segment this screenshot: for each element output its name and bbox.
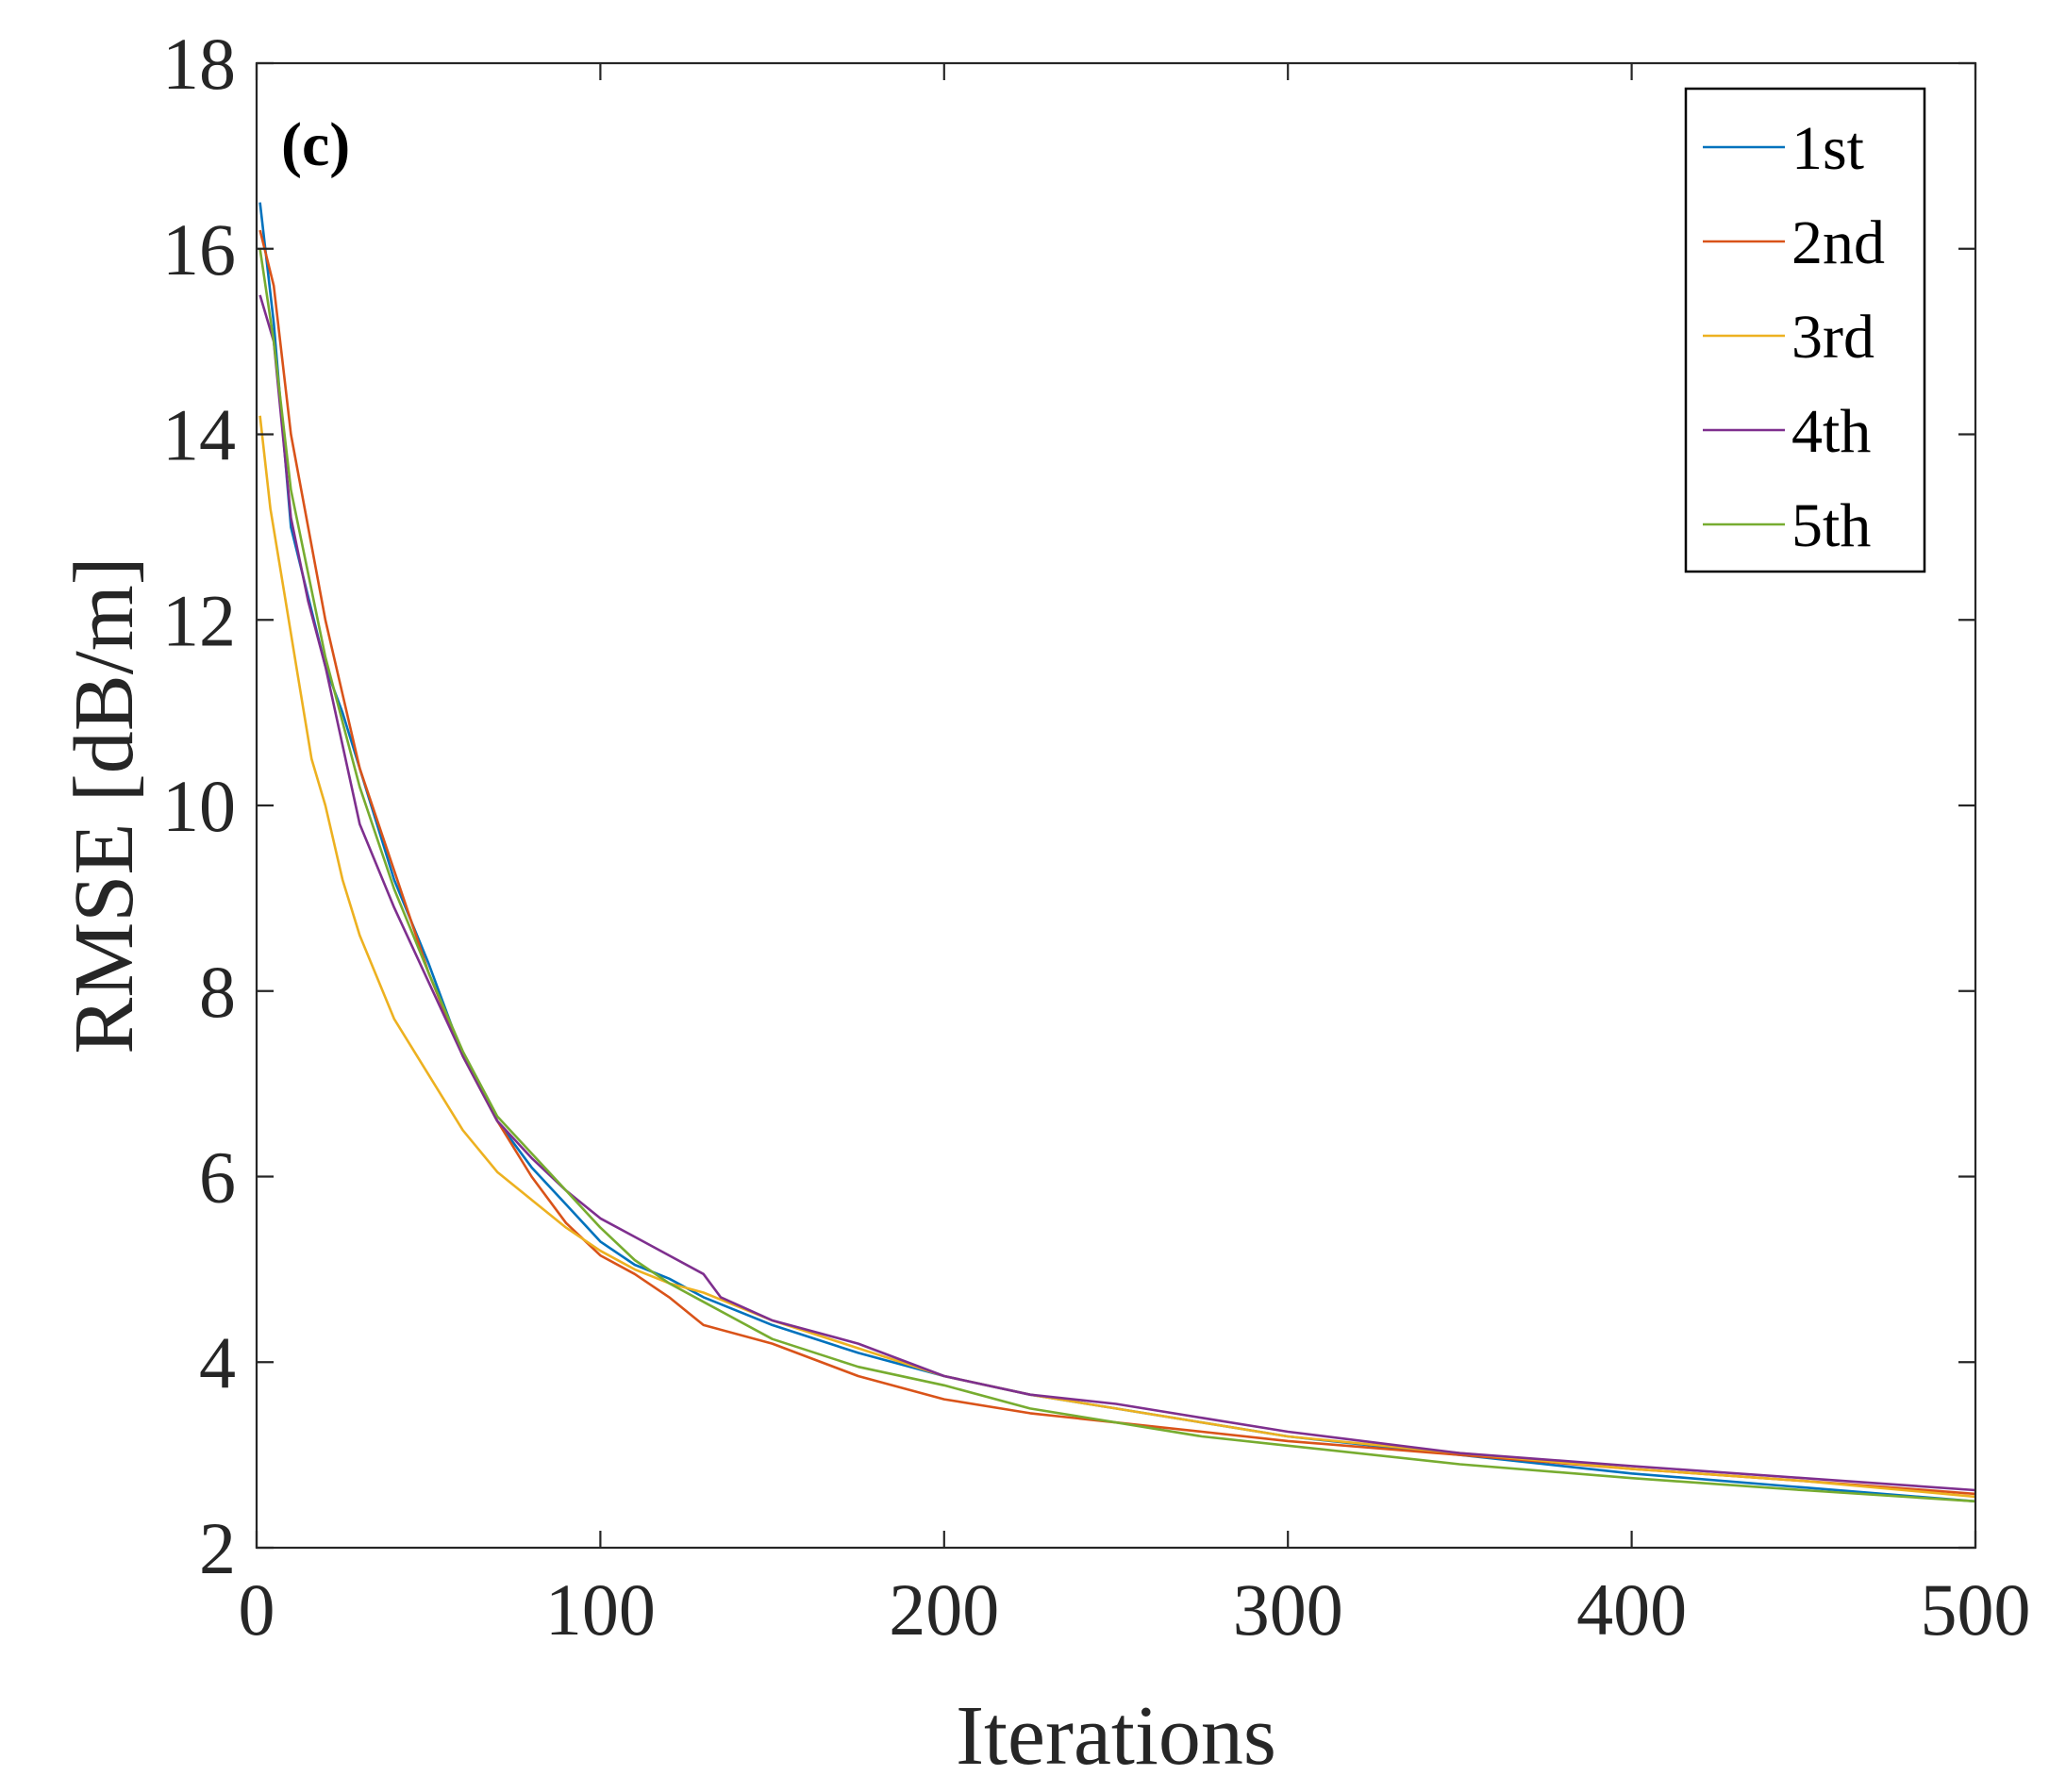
series-line-4: [258, 294, 1975, 1492]
x-axis-label: Iterations: [956, 1689, 1276, 1783]
x-tick-label: 200: [889, 1568, 999, 1651]
legend: 1st 2nd 3rd 4th 5th: [1684, 87, 1926, 573]
panel-label: (c): [281, 110, 350, 179]
legend-label-4: 4th: [1791, 397, 1871, 466]
y-tick-label: 6: [199, 1137, 236, 1219]
x-tick-label: 300: [1233, 1568, 1343, 1651]
legend-label-2: 2nd: [1791, 208, 1885, 277]
y-tick-label: 16: [162, 208, 236, 290]
y-tick-label: 12: [162, 579, 236, 661]
y-axis-label: RMSE [dB/m]: [58, 556, 151, 1054]
x-tick-label: 0: [239, 1568, 275, 1651]
y-tick-label: 2: [199, 1507, 236, 1589]
y-tick-label: 8: [199, 951, 236, 1033]
axes-layer: 0 100 200 300 400 500 2 4 6 8 10 12 14 16 18: [162, 23, 2031, 1651]
y-tick-label: 10: [162, 765, 236, 847]
series-layer: [258, 202, 1975, 1503]
legend-label-5: 5th: [1791, 491, 1871, 560]
series-line-3: [258, 415, 1975, 1499]
series-line-2: [258, 229, 1975, 1496]
series-line-5: [258, 248, 1975, 1503]
y-tick-label: 18: [162, 23, 236, 105]
y-tick-label: 4: [199, 1321, 236, 1403]
legend-box: [1684, 87, 1926, 573]
y-tick-label: 14: [162, 394, 236, 476]
legend-label-1: 1st: [1791, 114, 1864, 183]
x-tick-label: 400: [1576, 1568, 1687, 1651]
x-tick-label: 100: [545, 1568, 656, 1651]
x-tick-label: 500: [1921, 1568, 2031, 1651]
legend-label-3: 3rd: [1791, 303, 1874, 372]
